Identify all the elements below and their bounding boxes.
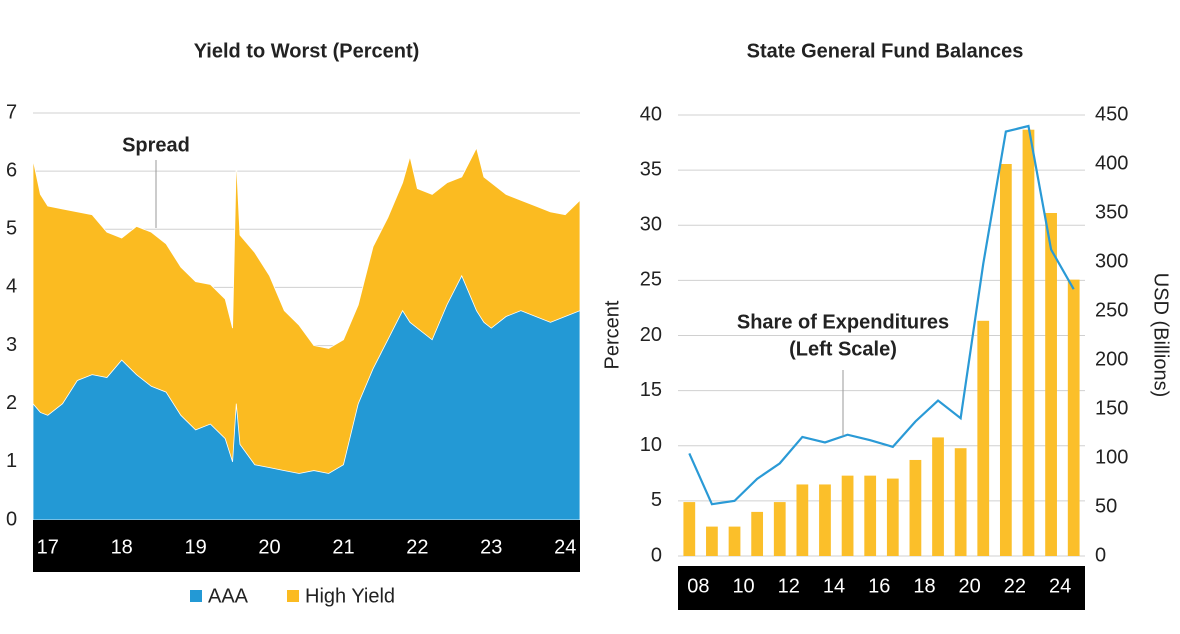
x-tick-label: 19 [184,536,206,558]
y-tick-label: 2 [6,392,17,414]
y2-tick-label: 150 [1095,397,1128,419]
bar [751,511,764,556]
y2-tick-label: 50 [1095,495,1117,517]
x-tick-label: 23 [480,536,502,558]
y-tick-label: 6 [6,159,17,181]
bar [864,475,877,556]
y-tick-label: 15 [640,379,662,401]
x-tick-label: 21 [332,536,354,558]
x-tick-label: 17 [37,536,59,558]
x-tick-label: 14 [823,575,845,597]
y-tick-label: 5 [6,218,17,240]
bar [706,526,718,556]
y-tick-label: 5 [651,489,662,511]
annotation: (Left Scale) [789,338,897,360]
y-tick-label: 7 [6,101,17,123]
y2-tick-label: 450 [1095,103,1128,125]
x-tick-label: 12 [778,575,800,597]
y-tick-label: 30 [640,214,662,236]
bar [1067,279,1080,556]
y2-tick-label: 200 [1095,348,1128,370]
x-axis-band [678,566,1085,610]
bar [728,526,741,556]
y-tick-label: 0 [651,544,662,566]
chart-title: Yield to Worst (Percent) [194,40,420,62]
y2-tick-label: 300 [1095,250,1128,272]
x-tick-label: 20 [959,575,981,597]
bar [819,484,831,556]
x-tick-label: 20 [258,536,280,558]
y-tick-label: 1 [6,450,17,472]
y-tick-label: 10 [640,434,662,456]
legend-label: AAA [208,585,249,607]
line [688,124,1075,506]
y-tick-label: 0 [6,508,17,530]
bar [1045,213,1057,556]
y-tick-label: 4 [6,276,17,298]
y-tick-label: 3 [6,334,17,356]
bar [954,448,967,556]
y2-tick-label: 0 [1095,544,1106,566]
chart-title: State General Fund Balances [747,40,1024,62]
bar [683,502,696,556]
annotation: Spread [122,134,190,156]
y2-tick-label: 400 [1095,152,1128,174]
y-tick-label: 35 [640,158,662,180]
x-tick-label: 16 [868,575,890,597]
x-tick-label: 08 [687,575,709,597]
bar [909,459,922,556]
y-tick-label: 40 [640,103,662,125]
x-tick-label: 22 [406,536,428,558]
bar [977,320,990,556]
y2-tick-label: 100 [1095,446,1128,468]
y-axis-label: Percent [601,300,623,369]
y-tick-label: 20 [640,324,662,346]
bar [1022,129,1035,556]
y-tick-label: 25 [640,269,662,291]
legend-swatch [287,590,299,602]
y2-axis-label: USD (Billions) [1150,273,1172,397]
legend-swatch [190,590,202,602]
bar [841,475,854,556]
y2-tick-label: 350 [1095,201,1128,223]
bar [796,484,809,556]
x-tick-label: 24 [554,536,576,558]
x-tick-label: 10 [732,575,754,597]
legend-label: High Yield [305,585,395,607]
x-axis-band [33,520,580,572]
annotation: Share of Expenditures [737,311,949,333]
bar [932,437,944,556]
x-tick-label: 22 [1004,575,1026,597]
y2-tick-label: 250 [1095,299,1128,321]
area [32,274,581,521]
bar [773,502,786,556]
bar [886,478,899,556]
x-tick-label: 18 [913,575,935,597]
x-tick-label: 18 [111,536,133,558]
x-tick-label: 24 [1049,575,1071,597]
bar [999,164,1012,556]
